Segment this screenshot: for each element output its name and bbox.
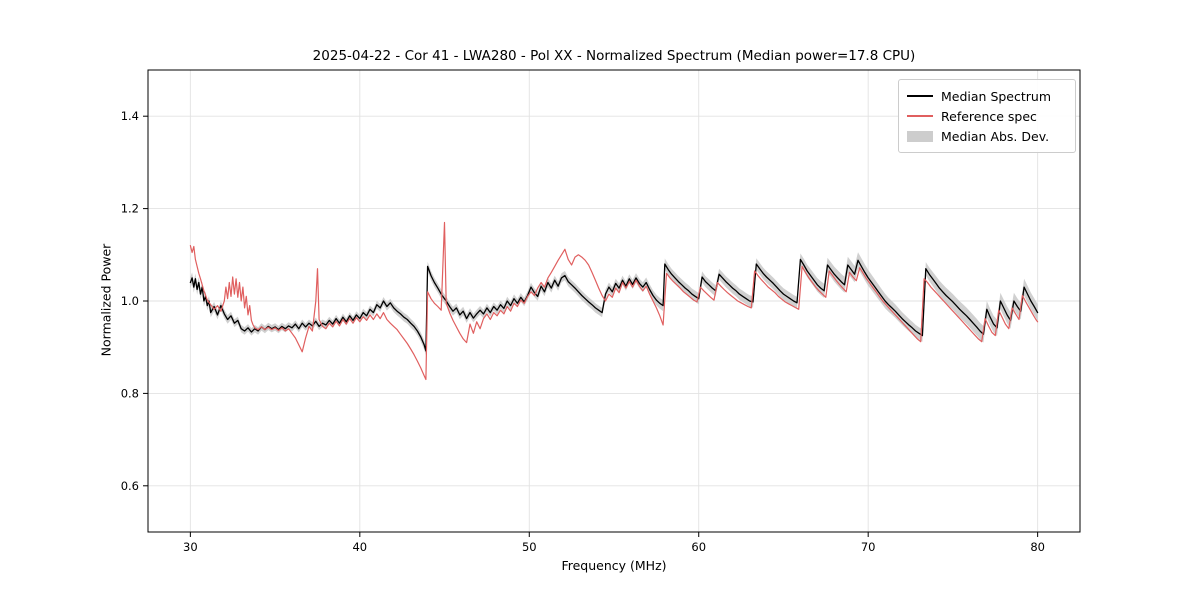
x-axis-label: Frequency (MHz) xyxy=(561,558,667,573)
legend-item-mad-band: Median Abs. Dev. xyxy=(907,126,1065,146)
svg-text:40: 40 xyxy=(352,540,367,554)
chart-title: 2025-04-22 - Cor 41 - LWA280 - Pol XX - … xyxy=(312,48,916,64)
svg-text:1.4: 1.4 xyxy=(121,109,139,123)
svg-text:30: 30 xyxy=(183,540,198,554)
legend-label-reference: Reference spec xyxy=(941,108,1037,124)
legend-label-mad: Median Abs. Dev. xyxy=(941,128,1050,144)
svg-text:50: 50 xyxy=(522,540,537,554)
legend: Median Spectrum Reference spec Median Ab… xyxy=(898,79,1076,153)
mad-band-swatch xyxy=(907,130,933,142)
svg-text:1.2: 1.2 xyxy=(121,202,139,216)
svg-text:0.8: 0.8 xyxy=(121,386,139,400)
tick-labels: 30 40 50 60 70 80 0.6 0.8 1.0 1.2 1.4 xyxy=(121,109,1045,554)
svg-text:80: 80 xyxy=(1030,540,1045,554)
legend-item-reference-spec: Reference spec xyxy=(907,106,1065,126)
median-spectrum-line xyxy=(189,258,1039,352)
svg-text:60: 60 xyxy=(691,540,706,554)
svg-text:70: 70 xyxy=(861,540,876,554)
svg-text:1.0: 1.0 xyxy=(121,294,139,308)
legend-item-median-spectrum: Median Spectrum xyxy=(907,86,1065,106)
reference-line-swatch xyxy=(907,115,933,117)
y-axis-label: Normalized Power xyxy=(98,243,114,357)
reference-spec-line xyxy=(189,221,1039,381)
mad-band xyxy=(190,252,1038,356)
legend-label-median: Median Spectrum xyxy=(941,88,1052,104)
median-line-swatch xyxy=(907,95,933,97)
svg-text:0.6: 0.6 xyxy=(121,479,139,493)
